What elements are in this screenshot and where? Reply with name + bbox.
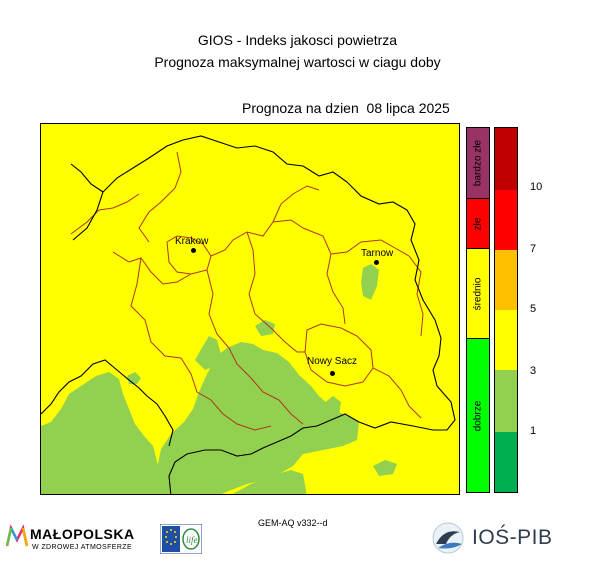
forecast-date: Prognoza na dzien 08 lipca 2025 — [242, 100, 450, 116]
district-boundary-southwest2 — [180, 357, 272, 431]
scale-level-6 — [495, 128, 517, 190]
tarnow-label: Tarnow — [361, 248, 394, 259]
good-area-eastblob — [373, 460, 397, 476]
scale-tick-1: 1 — [530, 425, 537, 437]
district-boundary-middle — [272, 185, 320, 223]
district-boundary-central — [210, 219, 304, 257]
forecast-map: Krakow Tarnow Nowy Sacz — [40, 123, 460, 495]
district-boundary-krakow-ring — [166, 235, 212, 275]
krakow-label: Krakow — [175, 236, 209, 247]
good-area-westpatch — [195, 336, 221, 370]
district-boundary-east — [302, 227, 346, 325]
scale-level-4 — [495, 250, 517, 310]
legend-bad: złe — [467, 199, 489, 249]
scale-level-1 — [495, 432, 517, 492]
good-area-nowysacz — [323, 396, 341, 420]
district-boundary-sw — [130, 257, 182, 359]
good-area-smallspot — [127, 372, 141, 384]
malopolska-m-icon — [6, 524, 28, 547]
forecast-date-prefix: Prognoza na dzien — [242, 100, 359, 116]
forecast-date-value: 08 lipca 2025 — [366, 100, 450, 116]
krakow-marker — [191, 248, 196, 253]
district-boundary-north — [138, 151, 182, 243]
scale-level-3 — [495, 310, 517, 370]
good-area-tarnow — [361, 264, 379, 300]
malopolska-wordmark: MAŁOPOLSKA — [30, 526, 135, 542]
legend-very-bad-label: bardzo złe — [472, 139, 484, 187]
good-air-areas — [41, 264, 397, 494]
map-title: GIOS - Indeks jakosci powietrza — [197, 32, 398, 48]
scale-tick-5: 5 — [530, 303, 537, 315]
legend-good-label: dobrze — [472, 400, 484, 431]
district-boundary-south — [254, 313, 305, 353]
legend-moderate: średnio — [467, 249, 489, 339]
district-boundary-northwest — [70, 193, 140, 235]
map-canvas — [41, 135, 456, 494]
index-scale — [494, 127, 518, 493]
eu-life-icon: life — [159, 523, 203, 555]
district-boundaries — [70, 151, 424, 431]
legend-good: dobrze — [467, 339, 489, 492]
svg-text:life: life — [186, 535, 198, 545]
border-north-spur — [70, 163, 104, 193]
district-boundary-central2 — [206, 269, 230, 349]
ios-pib-wordmark: IOŚ-PIB — [472, 526, 553, 549]
nowy-sacz-label: Nowy Sacz — [307, 356, 358, 367]
nowy-sacz-marker — [330, 371, 335, 376]
district-boundary-ns1 — [246, 231, 256, 315]
good-area-tatra — [232, 470, 307, 494]
ios-pib-icon — [432, 522, 464, 554]
border-west-tail — [41, 359, 174, 447]
good-area-south — [157, 342, 359, 494]
legend-bad-label: złe — [472, 217, 484, 230]
scale-tick-10: 10 — [530, 181, 543, 193]
scale-tick-7: 7 — [530, 243, 537, 255]
district-boundary-east2 — [330, 239, 410, 257]
map-subtitle: Prognoza maksymalnej wartosci w ciagu do… — [154, 54, 441, 70]
voivodeship-border — [41, 135, 456, 494]
scale-tick-3: 3 — [530, 365, 537, 377]
malopolska-logo: MAŁOPOLSKA W ZDROWEJ ATMOSFERZE — [6, 524, 156, 558]
tarnow-marker — [374, 260, 379, 265]
scale-level-2 — [495, 370, 517, 432]
district-boundary-ns-ring — [304, 323, 374, 387]
district-boundary-south2 — [228, 347, 304, 425]
district-boundary-west — [112, 251, 192, 285]
good-area-southwest — [41, 372, 163, 494]
malopolska-tagline: W ZDROWEJ ATMOSFERZE — [32, 544, 133, 551]
category-legend: bardzo złe złe średnio dobrze — [466, 127, 490, 493]
eu-life-logo: life — [159, 523, 203, 555]
legend-very-bad: bardzo złe — [467, 128, 489, 199]
model-version: GEM-AQ v332--d — [258, 518, 328, 528]
ios-pib-logo: IOŚ-PIB — [428, 520, 568, 556]
good-area-smallnorth — [255, 320, 275, 336]
district-boundary-eastern — [408, 255, 424, 337]
border-outline — [72, 135, 456, 494]
district-boundary-southeast — [372, 367, 422, 419]
legend-moderate-label: średnio — [472, 277, 484, 310]
scale-level-5 — [495, 190, 517, 250]
